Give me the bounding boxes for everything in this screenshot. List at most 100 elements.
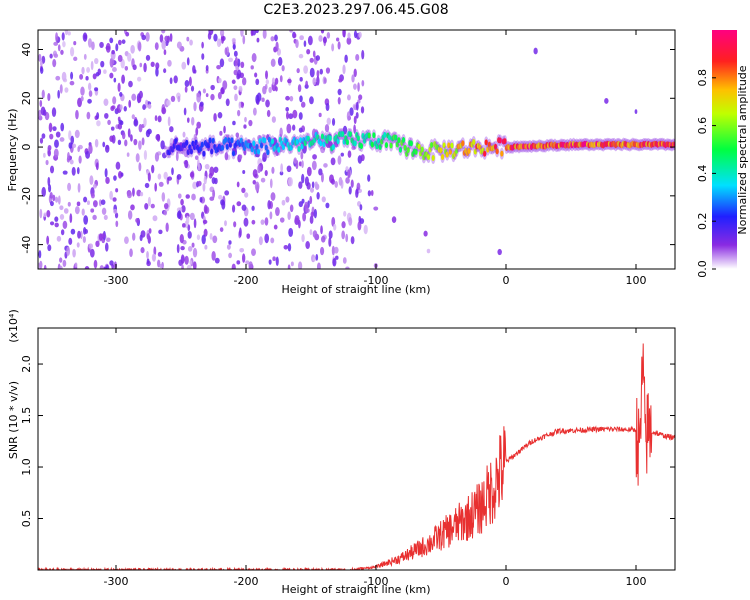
heatmap-cell <box>258 138 262 145</box>
heatmap-cell <box>217 112 223 119</box>
heatmap-cell <box>118 119 123 125</box>
heatmap-cell <box>312 154 317 160</box>
heatmap-cell <box>342 64 346 75</box>
heatmap-cell <box>40 106 46 116</box>
heatmap-cell <box>94 138 99 148</box>
heatmap-cell <box>295 138 300 145</box>
heatmap-cell <box>301 160 304 168</box>
heatmap-cell <box>186 149 190 156</box>
heatmap-cell <box>186 57 190 66</box>
heatmap-cell <box>84 228 88 234</box>
heatmap-cell <box>192 65 196 74</box>
heatmap-cell <box>353 140 357 147</box>
heatmap-cell <box>350 236 355 245</box>
heatmap-cell <box>197 180 202 187</box>
heatmap-cell <box>251 219 256 225</box>
heatmap-cell <box>263 137 267 144</box>
heatmap-cell <box>301 198 305 204</box>
heatmap-cell <box>303 65 309 74</box>
heatmap-cell <box>204 244 208 250</box>
heatmap-cell <box>417 143 421 150</box>
heatmap-cell <box>201 41 204 49</box>
heatmap-cell <box>300 143 304 150</box>
heatmap-cell <box>163 202 169 210</box>
heatmap-cell <box>182 131 186 138</box>
heatmap-cell <box>82 236 86 243</box>
heatmap-cell <box>77 146 81 153</box>
heatmap-cell <box>113 175 117 181</box>
heatmap-cell <box>111 263 115 269</box>
heatmap-cell <box>269 211 273 220</box>
heatmap-cell <box>57 89 60 99</box>
heatmap-cell <box>248 261 253 269</box>
heatmap-cell <box>286 123 292 134</box>
heatmap-cell <box>95 240 100 248</box>
heatmap-cell <box>302 212 307 222</box>
colorbar: 0.0 0.2 0.4 0.6 0.8 Normalized spectral ampl… <box>696 30 749 278</box>
heatmap-cell <box>322 36 327 44</box>
heatmap-cell <box>180 254 185 265</box>
heatmap-cell <box>398 146 403 153</box>
heatmap-cell <box>89 175 94 186</box>
heatmap-cell <box>261 97 265 103</box>
heatmap-cell <box>264 217 269 226</box>
heatmap-cell <box>55 32 59 42</box>
heatmap-cell <box>231 263 236 269</box>
heatmap-cell <box>440 154 445 161</box>
heatmap-cell <box>77 97 82 108</box>
heatmap-cell <box>96 112 100 120</box>
heatmap-cell <box>331 144 335 151</box>
heatmap-cell <box>387 134 392 141</box>
heatmap-cell <box>239 154 243 159</box>
heatmap-cell <box>384 142 388 149</box>
heatmap-cell <box>102 141 106 148</box>
heatmap-cell <box>341 221 346 229</box>
heatmap-cell <box>121 74 125 84</box>
heatmap-cell <box>52 126 57 132</box>
heatmap-cell <box>224 220 227 227</box>
heatmap-cell <box>351 145 356 151</box>
heatmap-cell <box>114 212 119 219</box>
heatmap-cell <box>59 205 64 211</box>
heatmap-cell <box>151 253 157 262</box>
heatmap-cell <box>173 75 178 84</box>
heatmap-cell <box>300 101 306 108</box>
heatmap-marks <box>38 30 675 269</box>
heatmap-cell <box>298 53 304 59</box>
heatmap-cell <box>313 137 317 144</box>
heatmap-cell <box>117 54 123 62</box>
heatmap-cell <box>169 126 174 133</box>
heatmap-cell <box>357 221 362 231</box>
heatmap-cell <box>231 79 236 85</box>
heatmap-cell <box>297 261 303 269</box>
heatmap-cell <box>133 138 138 146</box>
heatmap-cell <box>328 135 332 142</box>
heatmap-cell <box>342 125 348 135</box>
heatmap-cell <box>231 204 236 213</box>
heatmap-cell <box>345 233 349 243</box>
heatmap-cell <box>86 66 91 73</box>
heatmap-cell <box>137 76 142 82</box>
heatmap-cell <box>231 37 236 43</box>
top-y-ticks: -40 -20 0 20 40 <box>20 43 675 254</box>
heatmap-cell <box>161 40 166 50</box>
heatmap-cell <box>219 227 224 232</box>
heatmap-cell <box>61 32 65 41</box>
heatmap-cell <box>184 79 190 87</box>
heatmap-cell <box>344 54 348 63</box>
heatmap-cell <box>126 152 130 157</box>
heatmap-cell <box>57 44 61 52</box>
heatmap-cell <box>318 168 323 176</box>
heatmap-cell <box>267 136 271 143</box>
heatmap-cell <box>184 255 189 265</box>
heatmap-cell <box>316 191 320 200</box>
heatmap-cell <box>127 210 133 220</box>
heatmap-cell <box>142 104 146 111</box>
heatmap-cell <box>76 201 81 207</box>
heatmap-cell <box>298 181 303 189</box>
heatmap-cell <box>103 98 109 106</box>
heatmap-cell <box>341 230 346 240</box>
heatmap-cell <box>59 265 63 269</box>
heatmap-cell <box>39 260 43 269</box>
